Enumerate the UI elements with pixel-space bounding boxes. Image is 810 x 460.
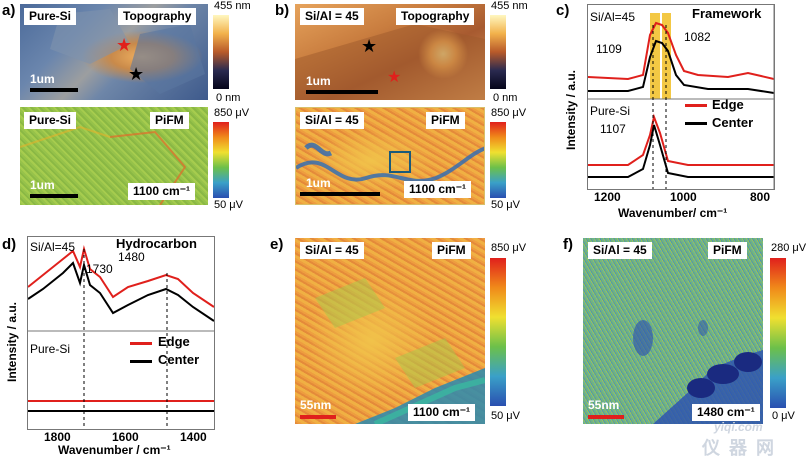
red-star-icon: ★ — [387, 69, 401, 86]
panel-b-top-cmin: 0 nm — [493, 92, 518, 104]
panel-d-top-sample-label: Si/Al=45 — [30, 240, 76, 254]
panel-c-ylabel: Intensity / a.u. — [564, 69, 578, 150]
panel-d-label: d) — [2, 236, 17, 253]
panel-a-wavenumber-label: 1100 cm⁻¹ — [128, 183, 196, 200]
panel-a-top-sample-label: Pure-Si — [24, 8, 77, 25]
panel-d-bottom-sample-label: Pure-Si — [30, 342, 71, 356]
panel-f-cmin: 0 μV — [772, 410, 795, 422]
panel-b-bottom-mode-label: PiFM — [426, 112, 465, 129]
panel-b-bottom-sample-label: Si/Al = 45 — [300, 112, 364, 129]
panel-f-sample-label: Si/Al = 45 — [588, 242, 652, 259]
framework-bottom-center-line — [588, 124, 774, 178]
panel-a-bottom-colorbar — [213, 122, 229, 198]
panel-e-mode-label: PiFM — [432, 242, 471, 259]
panel-b-bottom-scale-label: 1um — [306, 176, 331, 190]
panel-a-top-cmin: 0 nm — [216, 92, 241, 104]
panel-c-legend-edge-swatch — [685, 104, 707, 107]
panel-a-bottom-cmin: 50 μV — [214, 199, 243, 211]
panel-a-top-scale-bar — [30, 88, 78, 92]
panel-b-top-scale-bar — [306, 90, 378, 94]
panel-b-bottom-cmax: 850 μV — [491, 107, 527, 119]
panel-f-mode-label: PiFM — [708, 242, 747, 259]
panel-e-cmax: 850 μV — [491, 242, 527, 254]
panel-c-peak-1109: 1109 — [596, 42, 622, 56]
panel-b-bottom-colorbar — [490, 122, 506, 198]
zoom-region-box — [389, 151, 411, 173]
panel-c-label: c) — [556, 2, 570, 19]
panel-d-peak-1480: 1480 — [118, 250, 145, 264]
panel-c-legend-center: Center — [712, 115, 754, 130]
black-star-icon: ★ — [128, 64, 144, 84]
panel-d-peak-1730: 1730 — [86, 262, 113, 276]
panel-e-label: e) — [270, 236, 284, 253]
panel-d-tick-1800: 1800 — [44, 430, 71, 444]
panel-c-title: Framework — [692, 6, 762, 21]
panel-b-top-sample-label: Si/Al = 45 — [300, 8, 364, 25]
panel-d-tick-1400: 1400 — [180, 430, 207, 444]
panel-b-wavenumber-label: 1100 cm⁻¹ — [404, 181, 472, 198]
panel-c-bottom-sample-label: Pure-Si — [590, 104, 631, 118]
panel-f-label: f) — [563, 236, 573, 253]
black-star-icon: ★ — [361, 36, 377, 56]
panel-d-xlabel: Wavenumber / cm⁻¹ — [58, 443, 171, 457]
panel-f-cmax: 280 μV — [771, 242, 807, 254]
panel-c-top-sample-label: Si/Al=45 — [590, 10, 636, 24]
red-star-icon: ★ — [116, 35, 132, 55]
watermark-chars: 仪 器 网 — [702, 438, 777, 458]
panel-a-bottom-scale-bar — [30, 194, 78, 198]
panel-a-top-scale-label: 1um — [30, 72, 55, 86]
panel-f-scale-bar — [588, 415, 624, 419]
panel-f-pifm-image — [583, 238, 763, 424]
panel-b-bottom-scale-bar — [300, 192, 380, 196]
panel-e-sample-label: Si/Al = 45 — [300, 242, 364, 259]
panel-d-legend-edge: Edge — [158, 334, 190, 349]
framework-top-center-line — [588, 39, 774, 94]
panel-e-scale-bar — [300, 415, 336, 419]
panel-b-label: b) — [275, 2, 290, 19]
panel-a-bottom-sample-label: Pure-Si — [24, 112, 77, 129]
panel-d-title: Hydrocarbon — [116, 236, 197, 251]
watermark-site: yiqi.com — [714, 420, 763, 434]
panel-c-tick-800: 800 — [750, 190, 771, 204]
panel-c-peak-1082: 1082 — [684, 30, 711, 44]
panel-e-colorbar — [490, 258, 506, 406]
panel-e-wavenumber-label: 1100 cm⁻¹ — [408, 404, 476, 421]
hydrocarbon-top-center-line — [28, 261, 214, 322]
highlight-band-1109 — [650, 13, 660, 99]
panel-a-bottom-cmax: 850 μV — [214, 107, 250, 119]
panel-b-top-mode-label: Topography — [396, 8, 475, 25]
framework-bottom-edge-line — [588, 113, 774, 166]
panel-a-top-mode-label: Topography — [118, 8, 197, 25]
panel-a-bottom-scale-label: 1um — [30, 178, 55, 192]
panel-b-top-colorbar — [490, 15, 506, 89]
panel-b-top-scale-label: 1um — [306, 74, 331, 88]
panel-d-ylabel: Intensity / a.u. — [5, 301, 19, 382]
panel-f-scale-label: 55nm — [588, 398, 620, 412]
panel-f-wavenumber-label: 1480 cm⁻¹ — [692, 404, 760, 421]
panel-f-colorbar — [770, 258, 786, 408]
panel-a-label: a) — [2, 2, 16, 19]
panel-d-tick-1600: 1600 — [112, 430, 139, 444]
panel-d-legend-center-swatch — [130, 360, 152, 363]
panel-c-plot-frame — [587, 4, 775, 190]
panel-c-legend-center-swatch — [685, 122, 707, 125]
panel-e-pifm-image — [295, 238, 485, 424]
framework-top-edge-line — [588, 21, 774, 81]
panel-c-peak-1107: 1107 — [600, 122, 626, 136]
panel-b-top-cmax: 455 nm — [491, 0, 528, 12]
panel-d-legend-edge-swatch — [130, 342, 152, 345]
panel-c-xlabel: Wavenumber/ cm⁻¹ — [618, 206, 728, 220]
hydrocarbon-top-edge-line — [28, 245, 214, 308]
panel-a-top-cmax: 455 nm — [214, 0, 251, 12]
panel-c-tick-1200: 1200 — [594, 190, 621, 204]
panel-c-legend-edge: Edge — [712, 97, 744, 112]
panel-d-legend-center: Center — [158, 352, 200, 367]
panel-e-scale-label: 55nm — [300, 398, 332, 412]
panel-e-cmin: 50 μV — [491, 410, 520, 422]
panel-b-bottom-cmin: 50 μV — [491, 199, 520, 211]
panel-a-top-colorbar — [213, 15, 229, 89]
panel-a-bottom-mode-label: PiFM — [150, 112, 189, 129]
panel-d-plot-frame — [27, 236, 215, 430]
panel-c-tick-1000: 1000 — [670, 190, 697, 204]
